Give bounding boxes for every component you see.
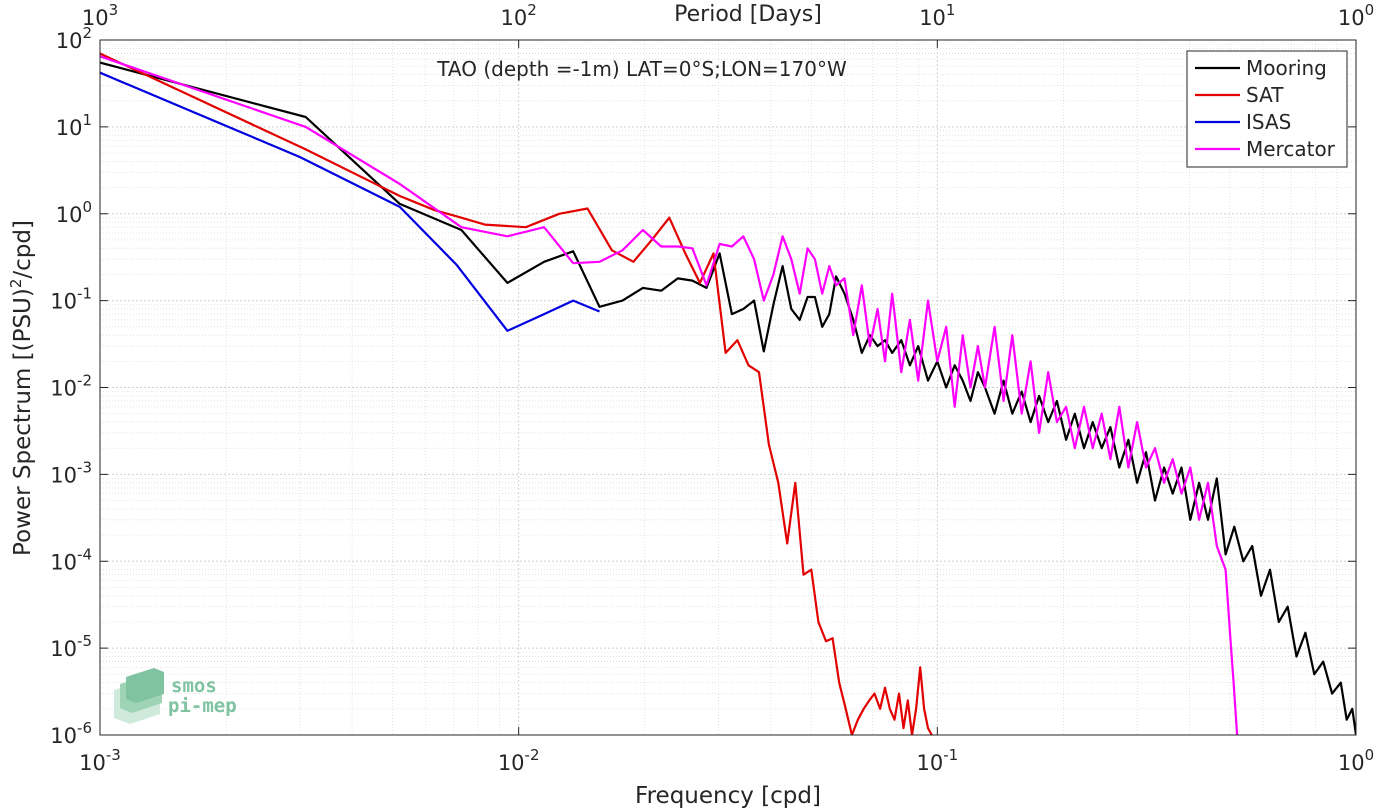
x-tick-label: 10-1 — [916, 746, 958, 775]
x-tick-label: 10-3 — [79, 746, 121, 775]
y-tick-label: 10-2 — [50, 372, 92, 401]
y-tick-label: 10-5 — [50, 632, 92, 661]
smos-pi-mep-logo: smos pi-mep — [114, 668, 237, 724]
top-tick-label: 101 — [919, 1, 955, 30]
legend-box — [1186, 50, 1348, 168]
x-tick-label: 10-2 — [498, 746, 540, 775]
legend-label-mooring: Mooring — [1246, 56, 1327, 80]
legend-label-mercator: Mercator — [1246, 137, 1336, 161]
series-line-mercator — [100, 55, 1239, 735]
top-tick-label: 102 — [501, 1, 537, 30]
y-tick-label: 10-1 — [50, 285, 92, 314]
logo-text-smos: smos — [171, 675, 217, 697]
series-line-isas — [100, 71, 600, 332]
top-tick-label: 100 — [1338, 1, 1374, 30]
logo-mark-icon — [114, 668, 164, 724]
top-tick-label: 103 — [82, 1, 118, 30]
legend: Mooring SAT ISAS Mercator — [1186, 50, 1348, 168]
y-tick-label: 102 — [56, 24, 92, 53]
y-tick-label: 101 — [56, 111, 92, 140]
x-axis-label: Frequency [cpd] — [635, 783, 821, 809]
y-axis-label: Power Spectrum [(PSU)2/cpd] — [7, 220, 36, 556]
series-line-sat — [100, 52, 933, 735]
y-tick-label: 10-3 — [50, 458, 92, 487]
series-line-mooring — [100, 61, 1356, 735]
y-axis-label-tail: /cpd] — [10, 220, 36, 279]
legend-label-isas: ISAS — [1246, 110, 1291, 134]
y-axis-label-main: Power Spectrum [(PSU) — [10, 288, 36, 556]
y-tick-label: 10-6 — [50, 719, 92, 748]
chart-title: TAO (depth =-1m) LAT=0°S;LON=170°W — [436, 57, 847, 81]
y-tick-label: 100 — [56, 198, 92, 227]
logo-text-pi-mep: pi-mep — [168, 695, 237, 717]
x-tick-label: 100 — [1338, 746, 1374, 775]
legend-label-sat: SAT — [1246, 83, 1284, 107]
grid-minor — [100, 40, 1356, 735]
y-tick-label: 10-4 — [50, 545, 92, 574]
legend-items: Mooring SAT ISAS Mercator — [1195, 56, 1336, 161]
top-axis-label: Period [Days] — [674, 2, 822, 27]
series-layer — [100, 52, 1356, 735]
y-axis-label-sup: 2 — [7, 279, 25, 289]
